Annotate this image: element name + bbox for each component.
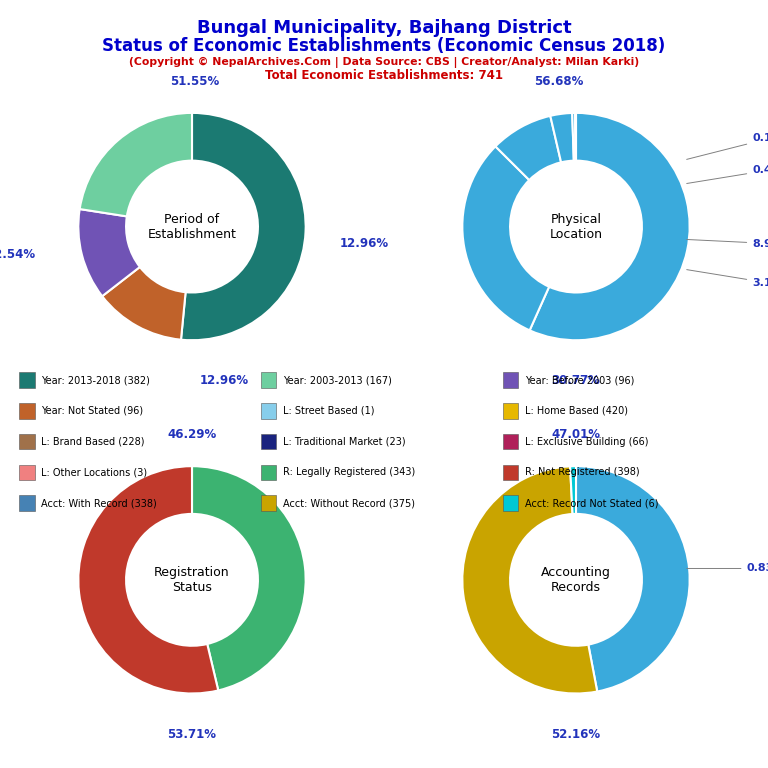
Text: L: Exclusive Building (66): L: Exclusive Building (66) <box>525 436 648 447</box>
Wedge shape <box>572 113 575 161</box>
Wedge shape <box>102 267 186 339</box>
Wedge shape <box>570 466 576 514</box>
Text: 0.83%: 0.83% <box>687 564 768 574</box>
Text: (Copyright © NepalArchives.Com | Data Source: CBS | Creator/Analyst: Milan Karki: (Copyright © NepalArchives.Com | Data So… <box>129 57 639 68</box>
Text: Bungal Municipality, Bajhang District: Bungal Municipality, Bajhang District <box>197 19 571 37</box>
Text: 47.01%: 47.01% <box>551 428 601 441</box>
Text: Year: 2003-2013 (167): Year: 2003-2013 (167) <box>283 375 392 386</box>
Wedge shape <box>181 113 306 340</box>
Wedge shape <box>78 209 140 296</box>
Text: 56.68%: 56.68% <box>535 74 584 88</box>
Text: L: Home Based (420): L: Home Based (420) <box>525 406 627 416</box>
Wedge shape <box>462 147 549 330</box>
Text: 0.40%: 0.40% <box>687 164 768 184</box>
Text: R: Legally Registered (343): R: Legally Registered (343) <box>283 467 415 478</box>
Text: R: Not Registered (398): R: Not Registered (398) <box>525 467 639 478</box>
Wedge shape <box>78 466 218 694</box>
Text: 12.96%: 12.96% <box>199 374 248 387</box>
Wedge shape <box>192 466 306 690</box>
Wedge shape <box>576 466 690 691</box>
Text: 22.54%: 22.54% <box>0 249 35 261</box>
Text: 30.77%: 30.77% <box>551 374 601 387</box>
Text: Year: 2013-2018 (382): Year: 2013-2018 (382) <box>41 375 150 386</box>
Text: Year: Before 2003 (96): Year: Before 2003 (96) <box>525 375 634 386</box>
Text: Registration
Status: Registration Status <box>154 566 230 594</box>
Wedge shape <box>495 116 561 180</box>
Text: Year: Not Stated (96): Year: Not Stated (96) <box>41 406 143 416</box>
Text: 53.71%: 53.71% <box>167 727 217 740</box>
Text: 3.10%: 3.10% <box>687 270 768 289</box>
Text: L: Street Based (1): L: Street Based (1) <box>283 406 374 416</box>
Text: Status of Economic Establishments (Economic Census 2018): Status of Economic Establishments (Econo… <box>102 37 666 55</box>
Wedge shape <box>462 466 598 694</box>
Text: Acct: Record Not Stated (6): Acct: Record Not Stated (6) <box>525 498 658 508</box>
Text: Acct: With Record (338): Acct: With Record (338) <box>41 498 157 508</box>
Wedge shape <box>551 113 574 162</box>
Wedge shape <box>575 113 576 161</box>
Text: 12.96%: 12.96% <box>339 237 389 250</box>
Text: 0.13%: 0.13% <box>687 133 768 160</box>
Text: Period of
Establishment: Period of Establishment <box>147 213 237 240</box>
Text: 51.55%: 51.55% <box>170 74 219 88</box>
Text: L: Other Locations (3): L: Other Locations (3) <box>41 467 147 478</box>
Text: Acct: Without Record (375): Acct: Without Record (375) <box>283 498 415 508</box>
Text: 46.29%: 46.29% <box>167 428 217 441</box>
Text: Physical
Location: Physical Location <box>549 213 603 240</box>
Text: 52.16%: 52.16% <box>551 727 601 740</box>
Text: 8.91%: 8.91% <box>687 239 768 249</box>
Text: Total Economic Establishments: 741: Total Economic Establishments: 741 <box>265 69 503 82</box>
Wedge shape <box>530 113 690 340</box>
Text: Accounting
Records: Accounting Records <box>541 566 611 594</box>
Text: L: Traditional Market (23): L: Traditional Market (23) <box>283 436 406 447</box>
Text: L: Brand Based (228): L: Brand Based (228) <box>41 436 144 447</box>
Wedge shape <box>80 113 192 217</box>
